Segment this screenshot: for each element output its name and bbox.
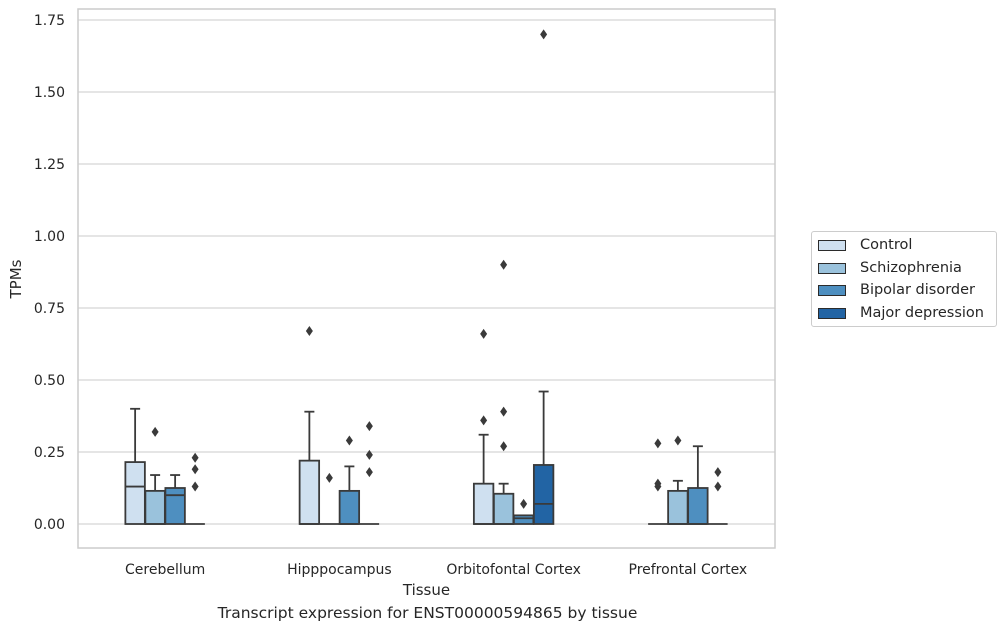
box-body — [532, 464, 555, 525]
outlier-point — [345, 435, 353, 446]
box-body — [298, 459, 321, 525]
legend: Control Schizophrenia Bipolar disorder M… — [811, 231, 997, 327]
legend-item-major-depression: Major depression — [818, 302, 984, 324]
box-body — [512, 514, 535, 525]
legend-swatch-schizophrenia — [818, 262, 846, 274]
box-body — [144, 489, 166, 525]
y-tick-label: 1.75 — [34, 13, 65, 29]
box-body — [687, 487, 709, 525]
outlier-point — [325, 472, 333, 483]
y-tick-labels: 0.00 0.25 0.50 0.75 1.00 1.25 1.50 1.75 — [34, 13, 65, 533]
y-axis-label: TPMs — [7, 259, 25, 299]
box-control — [648, 438, 668, 525]
outlier-point — [714, 481, 722, 492]
outlier-point — [191, 464, 199, 475]
outlier-point — [305, 326, 313, 337]
outlier-point — [654, 438, 662, 449]
x-tick-label: Prefrontal Cortex — [629, 562, 748, 578]
y-tick-label: 1.50 — [34, 85, 65, 101]
legend-label-bipolar-disorder: Bipolar disorder — [860, 282, 975, 298]
box-bipolar-disorder — [338, 435, 361, 525]
y-tick-label: 0.50 — [34, 373, 65, 389]
outlier-point — [714, 467, 722, 478]
outlier-point — [500, 441, 508, 452]
legend-item-control: Control — [818, 234, 912, 256]
legend-item-schizophrenia: Schizophrenia — [818, 257, 962, 279]
x-axis-label: Tissue — [402, 581, 450, 599]
legend-item-bipolar-disorder: Bipolar disorder — [818, 279, 975, 301]
plot-frame — [77, 8, 776, 549]
box-major-depression — [532, 29, 555, 525]
box-bipolar-disorder — [512, 498, 535, 525]
legend-swatch-major-depression — [818, 307, 846, 319]
outlier-point — [500, 406, 508, 417]
legend-swatch-bipolar-disorder — [818, 284, 846, 296]
box-control — [472, 328, 495, 525]
box-major-depression — [185, 452, 205, 525]
box-body — [338, 489, 361, 525]
legend-label-control: Control — [860, 237, 913, 253]
outlier-point — [520, 498, 528, 509]
box-body — [667, 489, 689, 525]
box-control — [298, 326, 321, 525]
box-body — [124, 461, 146, 525]
y-tick-label: 0.25 — [34, 445, 65, 461]
outlier-point — [191, 481, 199, 492]
x-tick-label: Hipppocampus — [287, 562, 392, 578]
y-tick-label: 0.00 — [34, 517, 65, 533]
box-bipolar-disorder — [687, 445, 709, 525]
outlier-point — [500, 259, 508, 270]
x-tick-labels: Cerebellum Hipppocampus Orbitofontal Corte… — [125, 562, 747, 578]
box-schizophrenia — [144, 426, 166, 525]
y-tick-label: 0.75 — [34, 301, 65, 317]
outlier-point — [365, 421, 373, 432]
box-body — [164, 487, 186, 525]
box-schizophrenia — [319, 472, 340, 525]
x-tick-label: Orbitofontal Cortex — [446, 562, 581, 578]
outlier-point — [654, 478, 662, 489]
y-tick-label: 1.00 — [34, 229, 65, 245]
box-body — [472, 482, 495, 525]
x-tick-label: Cerebellum — [125, 562, 205, 578]
outlier-point — [540, 29, 548, 40]
box-major-depression — [708, 467, 728, 525]
outlier-point — [151, 426, 159, 437]
outlier-point — [365, 449, 373, 460]
box-control — [124, 407, 146, 525]
outlier-point — [674, 435, 682, 446]
box-major-depression — [359, 421, 380, 525]
outlier-point — [191, 452, 199, 463]
gridlines — [78, 19, 775, 525]
outlier-point — [365, 467, 373, 478]
y-tick-label: 1.25 — [34, 157, 65, 173]
chart-caption: Transcript expression for ENST0000059486… — [217, 604, 638, 622]
box-layer — [124, 29, 728, 525]
outlier-point — [480, 415, 488, 426]
legend-label-schizophrenia: Schizophrenia — [860, 260, 962, 276]
box-bipolar-disorder — [164, 474, 186, 525]
legend-swatch-control — [818, 239, 846, 251]
box-schizophrenia — [492, 259, 515, 525]
outlier-point — [480, 328, 488, 339]
box-schizophrenia — [667, 435, 689, 525]
legend-label-major-depression: Major depression — [860, 305, 984, 321]
box-body — [492, 492, 515, 525]
